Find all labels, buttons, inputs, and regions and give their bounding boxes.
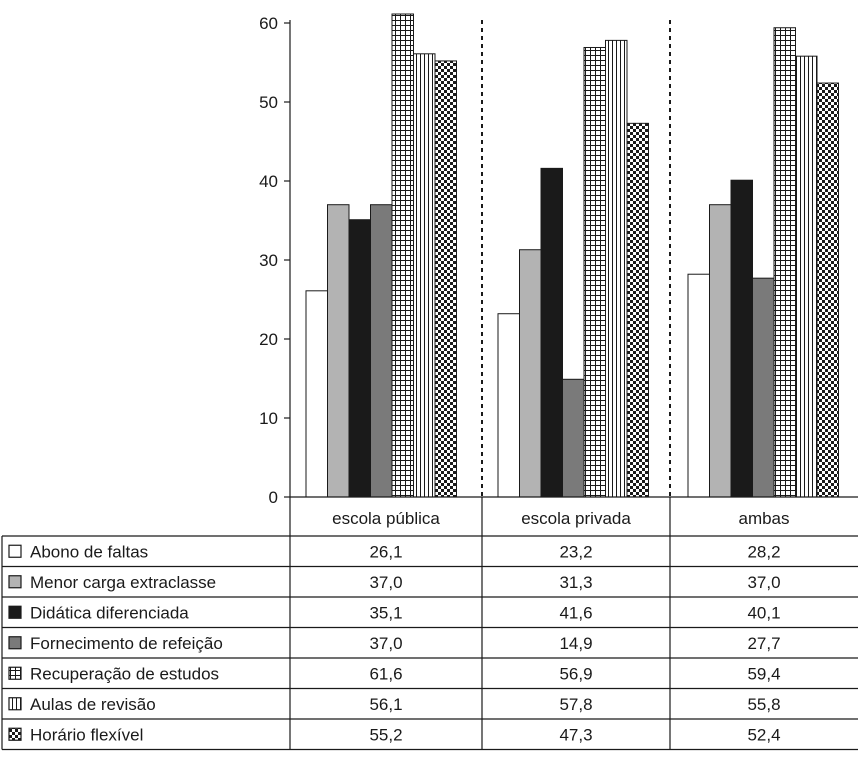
bar: [413, 53, 436, 498]
category-label: escola privada: [521, 509, 631, 528]
bar: [327, 204, 350, 498]
table-cell-value: 61,6: [369, 664, 402, 683]
y-tick-label: 0: [269, 488, 278, 507]
table-cell-value: 56,9: [559, 664, 592, 683]
legend-label: Fornecimento de refeição: [30, 634, 223, 653]
legend-label: Didática diferenciada: [30, 603, 189, 622]
bar: [795, 55, 818, 498]
bar: [434, 60, 457, 498]
table-cell-value: 55,2: [369, 725, 402, 744]
y-tick-label: 30: [259, 251, 278, 270]
table-cell-value: 26,1: [369, 542, 402, 561]
bar: [709, 204, 732, 498]
category-label: ambas: [738, 509, 789, 528]
table-cell-value: 47,3: [559, 725, 592, 744]
table-cell-value: 52,4: [747, 725, 780, 744]
bars: [305, 13, 839, 498]
table-cell-value: 57,8: [559, 695, 592, 714]
table-cell-value: 35,1: [369, 603, 402, 622]
y-tick-label: 60: [259, 14, 278, 33]
bar: [583, 46, 606, 498]
table-cell-value: 55,8: [747, 695, 780, 714]
legend-swatch: [8, 666, 22, 680]
table-cell-value: 40,1: [747, 603, 780, 622]
legend-swatch: [8, 605, 22, 619]
bar: [370, 204, 393, 498]
bar: [540, 167, 563, 498]
bar: [605, 39, 628, 498]
table-cell-value: 37,0: [369, 634, 402, 653]
y-tick-label: 20: [259, 330, 278, 349]
legend-swatch: [8, 636, 22, 650]
bar: [562, 378, 585, 498]
table-cell-value: 56,1: [369, 695, 402, 714]
legend-label: Aulas de revisão: [30, 695, 156, 714]
table-cell-value: 37,0: [369, 573, 402, 592]
bar: [730, 179, 753, 498]
bar: [305, 290, 328, 498]
table-cell-value: 28,2: [747, 542, 780, 561]
bar: [752, 277, 775, 498]
category-label: escola pública: [332, 509, 440, 528]
bar: [773, 27, 796, 498]
table-cell-value: 59,4: [747, 664, 780, 683]
data-table: escola pública escola privada ambas Abono d…: [1, 496, 858, 751]
y-axis: 0 10 20 30 40 50 60: [259, 14, 291, 507]
legend-label: Abono de faltas: [30, 542, 148, 561]
table-cell-value: 27,7: [747, 634, 780, 653]
table-cell-value: 14,9: [559, 634, 592, 653]
legend-swatch: [8, 544, 22, 558]
table-cell-value: 23,2: [559, 542, 592, 561]
bar: [391, 13, 414, 498]
legend-label: Horário flexível: [30, 725, 143, 744]
table-cell-value: 31,3: [559, 573, 592, 592]
bar: [497, 313, 520, 498]
table-cell-value: 41,6: [559, 603, 592, 622]
legend-swatch: [8, 575, 22, 589]
legend-label: Menor carga extraclasse: [30, 573, 216, 592]
y-tick-label: 10: [259, 409, 278, 428]
table-cell-value: 37,0: [747, 573, 780, 592]
bar: [519, 249, 542, 498]
bar: [816, 82, 839, 498]
y-tick-label: 40: [259, 172, 278, 191]
legend-swatch: [8, 727, 22, 741]
legend-swatch: [8, 697, 22, 711]
legend-label: Recuperação de estudos: [30, 664, 219, 683]
bar: [348, 219, 371, 498]
bar: [626, 122, 649, 498]
bar: [687, 273, 710, 498]
y-tick-label: 50: [259, 93, 278, 112]
